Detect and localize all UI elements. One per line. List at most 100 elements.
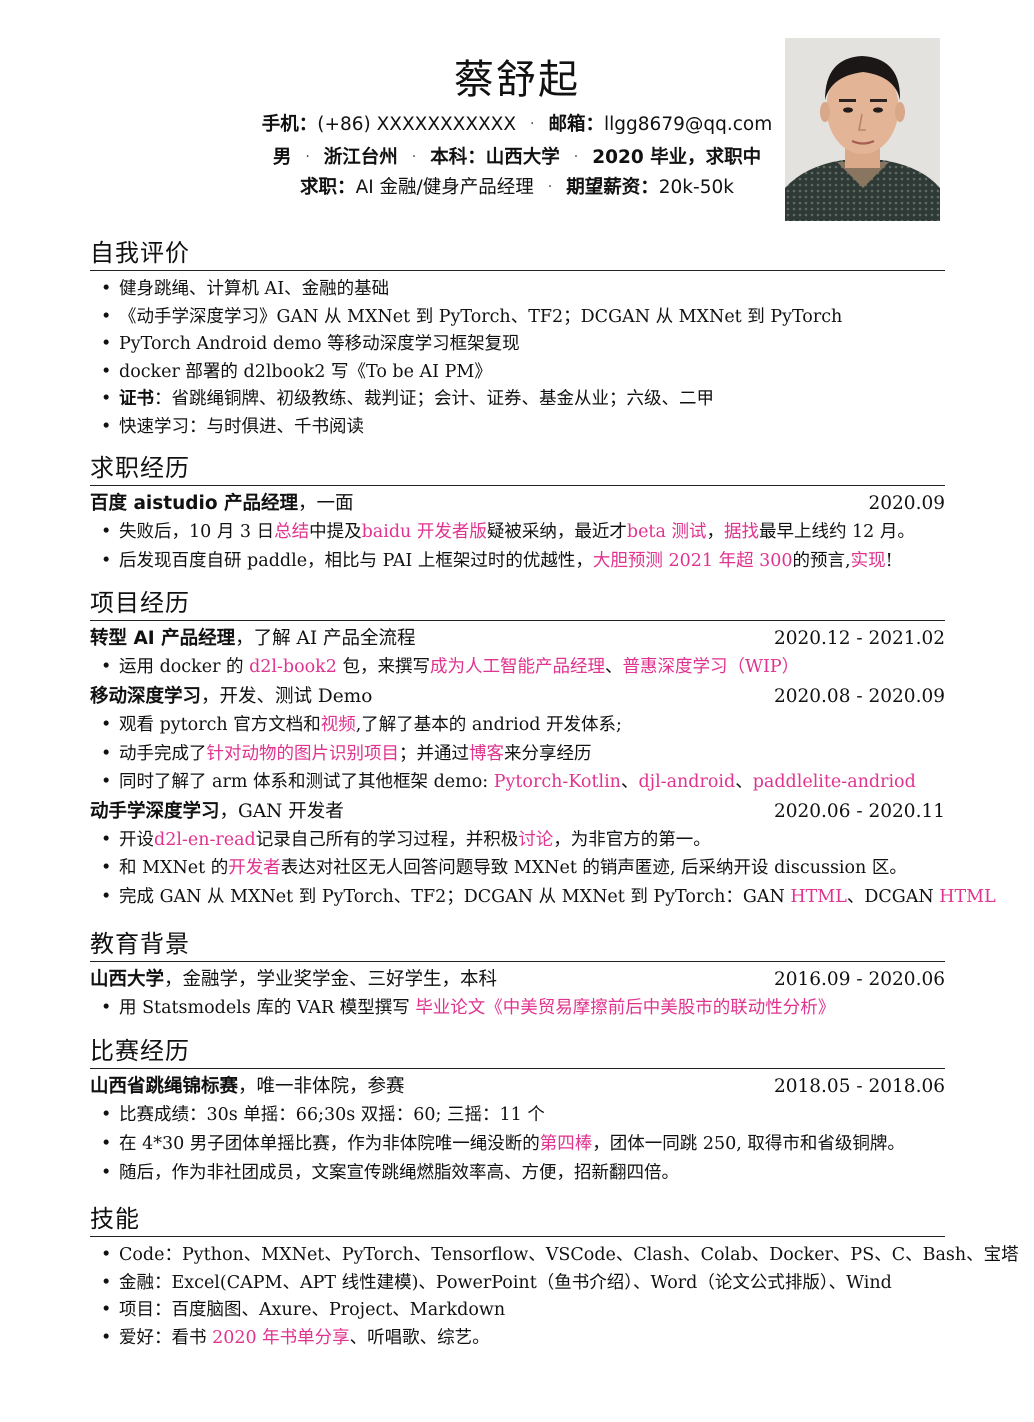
contact-line-2: 男 · 浙江台州 · 本科：山西大学 · 2020 毕业，求职中: [0, 142, 1034, 173]
list-item: 后发现百度自研 paddle，相比与 PAI 上框架过时的优越性，大胆预测 20…: [90, 547, 945, 576]
entry-date: 2018.05 - 2018.06: [773, 1076, 945, 1097]
hyperlink[interactable]: 2020 年书单分享: [212, 1327, 350, 1348]
skills-list: Code：Python、MXNet、PyTorch、Tensorflow、VSC…: [90, 1242, 1019, 1353]
hyperlink[interactable]: HTML: [939, 886, 996, 907]
project-entries: 转型 AI 产品经理，了解 AI 产品全流程 2020.12 - 2021.02 运…: [90, 625, 996, 912]
hyperlink[interactable]: 据找: [723, 522, 759, 542]
hyperlink[interactable]: 讨论: [518, 830, 554, 851]
graduation-status: 2020 毕业，求职中: [592, 147, 762, 168]
hyperlink[interactable]: 毕业论文《中美贸易摩擦前后中美股市的联动性分析》: [415, 998, 836, 1018]
text-run: 完成 GAN 从 MXNet 到 PyTorch、TF2；DCGAN 从 MXN…: [119, 886, 791, 907]
text-run: 和 MXNet 的: [119, 858, 229, 879]
text-run: 金融：Excel(CAPM、APT 线性建模)、PowerPoint（鱼书介绍）…: [119, 1272, 892, 1293]
text-run: 来分享经历: [504, 743, 592, 764]
text-run: 疑被采纳，最近才: [486, 522, 627, 542]
text-run: 爱好：看书: [119, 1327, 213, 1348]
hyperlink[interactable]: beta 测试: [626, 522, 707, 542]
list-item: 快速学习：与时俱进、千书阅读: [90, 414, 945, 442]
hyperlink[interactable]: 总结: [274, 522, 310, 542]
hyperlink[interactable]: 针对动物的图片识别项目: [206, 743, 400, 764]
entry-date: 2016.09 - 2020.06: [773, 969, 945, 990]
hyperlink[interactable]: 成为人工智能产品经理: [429, 657, 605, 677]
email-address[interactable]: llgg8679@qq.com: [604, 114, 773, 135]
section-divider: [90, 485, 945, 486]
section-divider: [90, 620, 945, 621]
list-item: 失败后，10 月 3 日总结中提及baidu 开发者版疑被采纳，最近才beta …: [90, 518, 945, 547]
text-run: 中提及: [309, 522, 362, 542]
hyperlink[interactable]: 第四棒: [539, 1134, 593, 1154]
entry-organization: 百度 aistudio 产品经理: [90, 493, 299, 514]
salary-label: 期望薪资：: [566, 177, 659, 198]
hyperlink[interactable]: d2l-en-read: [154, 830, 256, 851]
hyperlink[interactable]: d2l-book2: [249, 657, 337, 677]
text-run: 同时了解了 arm 体系和测试了其他框架 demo:: [119, 771, 494, 792]
text-run: !: [885, 551, 893, 571]
email-label: 邮箱：: [548, 114, 605, 135]
entry-bullets: 观看 pytorch 官方文档和视频,了解了基本的 andriod 开发体系;动…: [90, 711, 945, 796]
list-item: 爱好：看书 2020 年书单分享、听唱歌、综艺。: [90, 1325, 945, 1353]
text-run: 项目：百度脑图、Axure、Project、Markdown: [119, 1300, 506, 1321]
entry-bullets: 运用 docker 的 d2l-book2 包，来撰写成为人工智能产品经理、普惠…: [90, 653, 945, 682]
phone-number: (+86) XXXXXXXXXXX: [317, 114, 517, 135]
hyperlink[interactable]: 实现: [850, 551, 886, 571]
entry-date: 2020.08 - 2020.09: [773, 686, 945, 708]
entry-organization: 动手学深度学习: [90, 801, 220, 823]
text-run: 开设: [119, 830, 154, 851]
text-run: 比赛成绩：30s 单摇：66;30s 双摇：60; 三摇：11 个: [119, 1105, 545, 1125]
section-self-evaluation: 自我评价 健身跳绳、计算机 AI、金融的基础 《动手学深度学习》GAN 从 MX…: [90, 238, 945, 442]
job-target: AI 金融/健身产品经理: [355, 177, 534, 198]
entry-bullets: 开设d2l-en-read记录自己所有的学习过程，并积极讨论，为非官方的第一。和…: [90, 826, 996, 912]
hyperlink[interactable]: 大胆预测 2021 年超 300: [592, 551, 793, 571]
list-item: Code：Python、MXNet、PyTorch、Tensorflow、VSC…: [90, 1242, 1019, 1270]
text-run: 、DCGAN: [846, 886, 940, 907]
list-item: 完成 GAN 从 MXNet 到 PyTorch、TF2；DCGAN 从 MXN…: [90, 883, 996, 912]
entry-organization: 移动深度学习: [90, 686, 202, 708]
hyperlink[interactable]: baidu 开发者版: [361, 522, 487, 542]
list-item: 《动手学深度学习》GAN 从 MXNet 到 PyTorch、TF2；DCGAN…: [90, 304, 945, 332]
text-run: 的预言,: [792, 551, 851, 571]
text-run: 、: [604, 657, 623, 677]
entry-role: ，了解 AI 产品全流程: [235, 628, 416, 649]
section-divider: [90, 270, 945, 271]
text-run: 运用 docker 的: [119, 657, 250, 677]
list-item: PyTorch Android demo 等移动深度学习框架复现: [90, 331, 945, 359]
salary: 20k-50k: [658, 177, 734, 198]
certificate-text: ：省跳绳铜牌、初级教练、裁判证；会计、证券、基金从业；六级、二甲: [154, 389, 714, 410]
section-title: 求职经历: [90, 454, 190, 482]
hyperlink[interactable]: Pytorch-Kotlin: [493, 771, 621, 792]
hyperlink[interactable]: 视频: [320, 715, 356, 736]
separator: ·: [573, 149, 579, 165]
list-item: 同时了解了 arm 体系和测试了其他框架 demo: Pytorch-Kotli…: [90, 768, 945, 797]
hyperlink[interactable]: 博客: [469, 743, 504, 764]
hyperlink[interactable]: 开发者: [228, 858, 281, 879]
separator: ·: [411, 149, 417, 165]
hyperlink[interactable]: paddlelite-andriod: [752, 771, 916, 792]
section-title: 技能: [90, 1205, 140, 1233]
location: 浙江台州: [323, 147, 398, 168]
text-run: 观看 pytorch 官方文档和: [119, 715, 321, 736]
hyperlink[interactable]: 普惠深度学习（WIP）: [622, 657, 800, 677]
entry-header: 移动深度学习，开发、测试 Demo 2020.08 - 2020.09: [90, 683, 945, 711]
hyperlink[interactable]: djl-android: [638, 771, 736, 792]
phone-label: 手机：: [261, 114, 318, 135]
section-work: 求职经历 百度 aistudio 产品经理，一面 2020.09 失败后，10 月 …: [90, 453, 945, 578]
degree-label: 本科：: [430, 147, 486, 168]
entry-header: 山西大学，金融学，学业奖学金、三好学生，本科 2016.09 - 2020.06: [90, 966, 945, 994]
work-entries: 百度 aistudio 产品经理，一面 2020.09 失败后，10 月 3 日总结…: [90, 490, 945, 576]
text-run: 最早上线约 12 月。: [758, 522, 915, 542]
hyperlink[interactable]: HTML: [790, 886, 847, 907]
section-divider: [90, 1068, 945, 1069]
text-run: 、: [735, 771, 753, 792]
list-item: 动手完成了针对动物的图片识别项目；并通过博客来分享经历: [90, 740, 945, 769]
contact-line-3: 求职：AI 金融/健身产品经理 · 期望薪资：20k-50k: [0, 172, 1034, 203]
contact-line-1: 手机：(+86) XXXXXXXXXXX · 邮箱：llgg8679@qq.com: [0, 109, 1034, 140]
entry-role: ，一面: [298, 493, 354, 514]
text-run: 动手完成了: [119, 743, 207, 764]
text-run: 包，来撰写: [336, 657, 430, 677]
separator: ·: [547, 179, 553, 195]
text-run: Code：Python、MXNet、PyTorch、Tensorflow、VSC…: [119, 1245, 1019, 1265]
list-item: 健身跳绳、计算机 AI、金融的基础: [90, 276, 945, 304]
gender: 男: [272, 147, 292, 168]
section-title: 自我评价: [90, 239, 190, 267]
text-run: 失败后，10 月 3 日: [119, 522, 275, 542]
